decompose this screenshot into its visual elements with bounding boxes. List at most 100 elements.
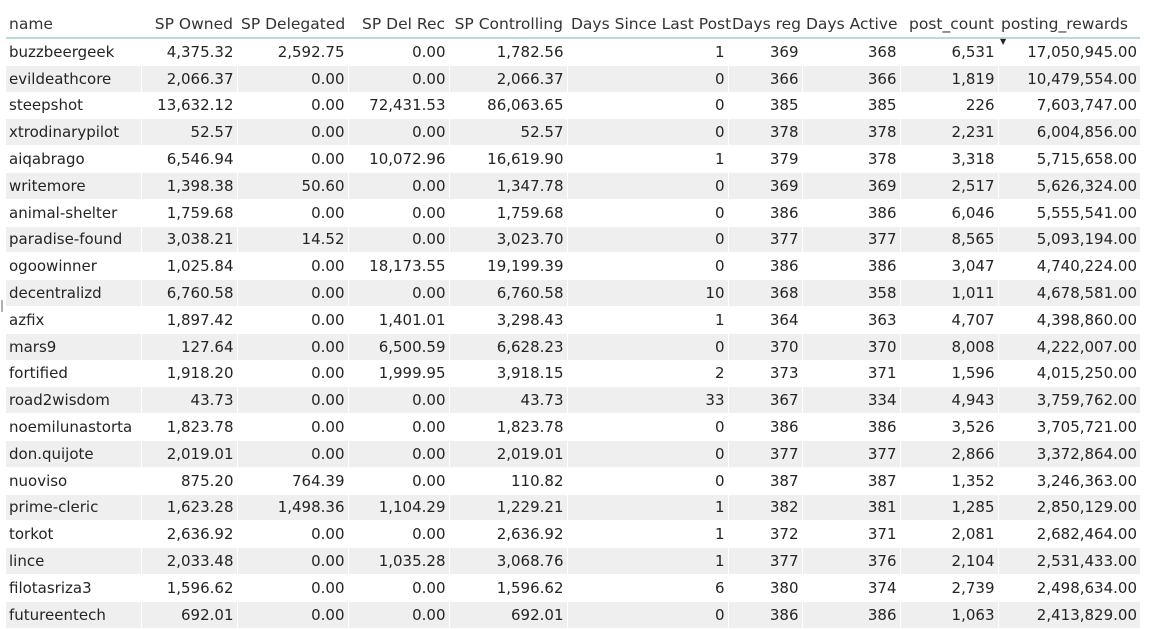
table-cell: 2,850,129.00 — [997, 494, 1140, 522]
table-cell: 0.00 — [236, 252, 348, 281]
table-cell: 1,011 — [899, 279, 998, 307]
column-header-sp-delegated[interactable]: SP Delegated — [237, 0, 348, 39]
table-cell: 0.00 — [236, 601, 348, 629]
table-cell: 1 — [566, 494, 728, 522]
table-row[interactable]: don.quijote 2,019.01 0.00 0.00 2,019.01 0 377 3… — [6, 440, 1140, 468]
table-cell: 386 — [801, 413, 900, 441]
table-cell: 2,019.01 — [448, 440, 567, 468]
table-row[interactable]: decentralizd 6,760.58 0.00 0.00 6,760.58 10 36… — [6, 279, 1140, 307]
table: name SP Owned SP Delegated SP Del Rec SP Con… — [6, 0, 1140, 629]
table-cell: 0 — [566, 199, 728, 227]
table-cell: 6,546.94 — [140, 145, 237, 173]
column-header-name[interactable]: name — [6, 0, 141, 39]
table-cell: 369 — [727, 38, 802, 66]
table-row[interactable]: torkot 2,636.92 0.00 0.00 2,636.92 1 372 371 2,0… — [6, 520, 1140, 549]
table-cell: 0.00 — [236, 520, 348, 549]
cell-name: road2wisdom — [6, 386, 141, 415]
table-cell: 386 — [801, 199, 900, 227]
column-resize-handle[interactable] — [1, 300, 3, 312]
table-row[interactable]: prime-cleric 1,623.28 1,498.36 1,104.29 1,22… — [6, 494, 1140, 522]
table-row[interactable]: paradise-found 3,038.21 14.52 0.00 3,023.70 0… — [6, 226, 1140, 254]
table-row[interactable]: xtrodinarypilot 52.57 0.00 0.00 52.57 0 378 378… — [6, 118, 1140, 147]
table-row[interactable]: mars9 127.64 0.00 6,500.59 6,628.23 0 370 370 8,… — [6, 333, 1140, 361]
table-row[interactable]: noemilunastorta 1,823.78 0.00 0.00 1,823.78 0… — [6, 413, 1140, 441]
table-row[interactable]: ogoowinner 1,025.84 0.00 18,173.55 19,199.39… — [6, 252, 1140, 281]
table-cell: 0 — [566, 252, 728, 281]
table-cell: 2,019.01 — [140, 440, 237, 468]
column-header-sp-controlling[interactable]: SP Controlling — [449, 0, 567, 39]
table-row[interactable]: buzzbeergeek 4,375.32 2,592.75 0.00 1,782.56… — [6, 38, 1140, 66]
table-row[interactable]: nuoviso 875.20 764.39 0.00 110.82 0 387 387 1,35… — [6, 467, 1140, 495]
table-row[interactable]: evildeathcore 2,066.37 0.00 0.00 2,066.37 0 36… — [6, 65, 1140, 93]
column-header-sp-del-rec[interactable]: SP Del Rec — [348, 0, 449, 39]
table-cell: 1,759.68 — [448, 199, 567, 227]
cell-name: futureentech — [6, 601, 141, 629]
cell-name: don.quijote — [6, 440, 141, 468]
table-row[interactable]: writemore 1,398.38 50.60 0.00 1,347.78 0 369 36… — [6, 172, 1140, 200]
table-cell: 1 — [566, 306, 728, 334]
table-cell: 8,008 — [899, 333, 998, 361]
table-cell: 52.57 — [140, 118, 237, 147]
table-cell: 0.00 — [236, 199, 348, 227]
table-row[interactable]: azfix 1,897.42 0.00 1,401.01 3,298.43 1 364 363… — [6, 306, 1140, 334]
table-cell: 7,603,747.00 — [997, 92, 1140, 120]
table-cell: 2,081 — [899, 520, 998, 549]
column-header-sp-owned[interactable]: SP Owned — [141, 0, 237, 39]
table-cell: 10,072.96 — [347, 145, 449, 173]
table-cell: 6,500.59 — [347, 333, 449, 361]
table-cell: 0.00 — [347, 65, 449, 93]
table-cell: 10 — [566, 279, 728, 307]
cell-name: steepshot — [6, 92, 141, 120]
table-cell: 0.00 — [347, 574, 449, 602]
table-row[interactable]: steepshot 13,632.12 0.00 72,431.53 86,063.65… — [6, 92, 1140, 120]
table-cell: 380 — [727, 574, 802, 602]
table-cell: 1,823.78 — [140, 413, 237, 441]
table-row[interactable]: futureentech 692.01 0.00 0.00 692.01 0 386 386 1… — [6, 601, 1140, 629]
table-cell: 5,626,324.00 — [997, 172, 1140, 200]
cell-name: prime-cleric — [6, 494, 141, 522]
table-cell: 127.64 — [140, 333, 237, 361]
column-header-days-reg[interactable]: Days reg — [728, 0, 802, 39]
table-cell: 6,004,856.00 — [997, 118, 1140, 147]
table-row[interactable]: aiqabrago 6,546.94 0.00 10,072.96 16,619.90 1… — [6, 145, 1140, 173]
table-cell: 0.00 — [236, 574, 348, 602]
table-cell: 377 — [727, 440, 802, 468]
table-cell: 4,015,250.00 — [997, 360, 1140, 388]
column-header-label: name — [9, 15, 53, 33]
table-cell: 369 — [801, 172, 900, 200]
table-cell: 6,760.58 — [448, 279, 567, 307]
table-row[interactable]: fortified 1,918.20 0.00 1,999.95 3,918.15 2 37… — [6, 360, 1140, 388]
column-header-days-active[interactable]: Days Active — [802, 0, 900, 39]
table-row[interactable]: animal-shelter 1,759.68 0.00 0.00 1,759.68 0 3… — [6, 199, 1140, 227]
table-cell: 386 — [727, 601, 802, 629]
table-cell: 2,531,433.00 — [997, 547, 1140, 575]
table-cell: 0 — [566, 440, 728, 468]
column-header-label: SP Del Rec — [362, 15, 445, 33]
table-row[interactable]: filotasriza3 1,596.62 0.00 0.00 1,596.62 6 380… — [6, 574, 1140, 602]
table-cell: 1,229.21 — [448, 494, 567, 522]
table-cell: 387 — [801, 467, 900, 495]
table-cell: 1,782.56 — [448, 38, 567, 66]
table-cell: 366 — [727, 65, 802, 93]
table-cell: 2,682,464.00 — [997, 520, 1140, 549]
table-cell: 378 — [801, 118, 900, 147]
table-cell: 0 — [566, 333, 728, 361]
header-row: name SP Owned SP Delegated SP Del Rec SP Con… — [6, 0, 1140, 46]
table-cell: 0.00 — [347, 226, 449, 254]
table-row[interactable]: lince 2,033.48 0.00 1,035.28 3,068.76 1 377 376… — [6, 547, 1140, 575]
table-cell: 4,398,860.00 — [997, 306, 1140, 334]
table-cell: 0 — [566, 172, 728, 200]
table-row[interactable]: road2wisdom 43.73 0.00 0.00 43.73 33 367 334 4,9… — [6, 386, 1140, 415]
table-cell: 1,025.84 — [140, 252, 237, 281]
table-cell: 43.73 — [448, 386, 567, 415]
table-cell: 0.00 — [236, 306, 348, 334]
table-cell: 0.00 — [347, 279, 449, 307]
sort-descending-icon[interactable]: ▼ — [1000, 37, 1007, 46]
column-header-days-since-last-post[interactable]: Days Since Last Post — [567, 0, 731, 39]
column-header-post-count[interactable]: post_count — [900, 0, 998, 39]
column-header-posting-rewards[interactable]: posting_rewards ▼ — [998, 0, 1140, 46]
table-cell: 226 — [899, 92, 998, 120]
table-cell: 0.00 — [236, 118, 348, 147]
table-cell: 4,375.32 — [140, 38, 237, 66]
table-cell: 0 — [566, 413, 728, 441]
